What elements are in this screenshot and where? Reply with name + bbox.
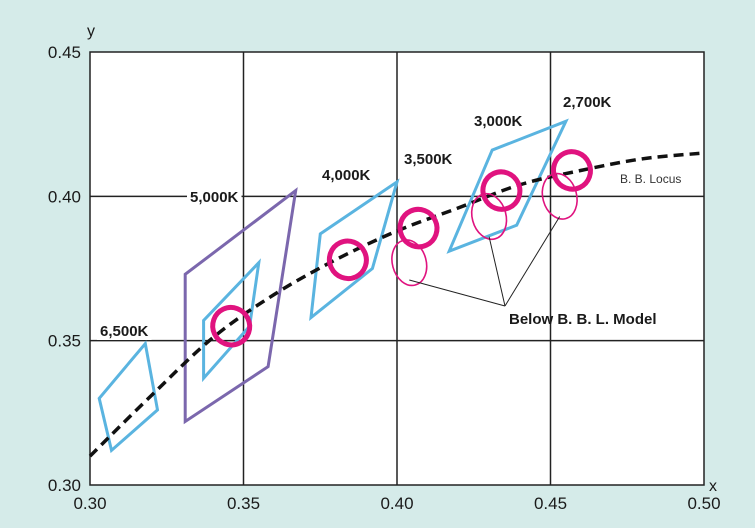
cct-label: 3,000K <box>474 113 523 130</box>
cct-label-bg <box>187 188 242 206</box>
locus-label: B. B. Locus <box>620 172 681 186</box>
x-tick-label: 0.40 <box>380 494 413 513</box>
blackbody-locus: B. B. Locus <box>88 151 705 458</box>
locus-curve <box>88 151 705 458</box>
annotation-leader-line <box>488 236 506 307</box>
below-bbl-ellipse <box>470 192 508 241</box>
y-tick-label: 0.35 <box>48 332 81 351</box>
macadam-ellipse <box>551 149 593 192</box>
annotation-leader-line <box>504 216 561 307</box>
cct-label-bg <box>401 150 456 168</box>
y-tick-label: 0.40 <box>48 187 81 206</box>
x-axis-label: x <box>709 478 717 495</box>
cct-label: 3,500K <box>404 151 453 168</box>
below-bbl-ellipse <box>541 172 578 220</box>
tick-labels: 0.30 0.35 0.40 0.45 0.50 0.30 0.35 0.40 0.45 <box>48 43 721 513</box>
cct-labels: 6,500K 5,000K 4,000K 3,500K 3,000K 2,700K <box>97 93 615 340</box>
cct-label: 4,000K <box>322 167 371 184</box>
quadrangle <box>309 178 400 322</box>
x-tick-label: 0.35 <box>227 494 260 513</box>
cct-label: 2,700K <box>563 94 612 111</box>
cct-label-bg <box>471 112 526 130</box>
annotation-group: Below B. B. L. Model <box>409 216 657 328</box>
cct-label-bg <box>319 166 374 184</box>
y-tick-label: 0.45 <box>48 43 81 62</box>
annotation-label: Below B. B. L. Model <box>509 311 657 328</box>
macadam-ellipse <box>480 169 523 212</box>
x-tick-label: 0.50 <box>687 494 720 513</box>
quadrangle-5000k <box>183 187 298 425</box>
cct-label: 6,500K <box>100 323 149 340</box>
macadam-ellipse <box>326 238 369 282</box>
macadam-ellipse <box>397 206 440 250</box>
quadrangle <box>446 118 569 254</box>
cct-label-bg <box>97 322 152 340</box>
y-tick-label: 0.30 <box>48 476 81 495</box>
x-tick-label: 0.45 <box>534 494 567 513</box>
y-axis-label: y <box>87 23 95 40</box>
ellipses <box>210 149 593 348</box>
quadrangle <box>97 340 160 454</box>
below-bbl-ellipse <box>391 239 428 287</box>
cct-label-bg <box>560 93 615 111</box>
annotation-leader-line <box>409 279 506 307</box>
x-tick-label: 0.30 <box>73 494 106 513</box>
cct-label: 5,000K <box>190 189 239 206</box>
macadam-ellipse <box>210 304 253 348</box>
